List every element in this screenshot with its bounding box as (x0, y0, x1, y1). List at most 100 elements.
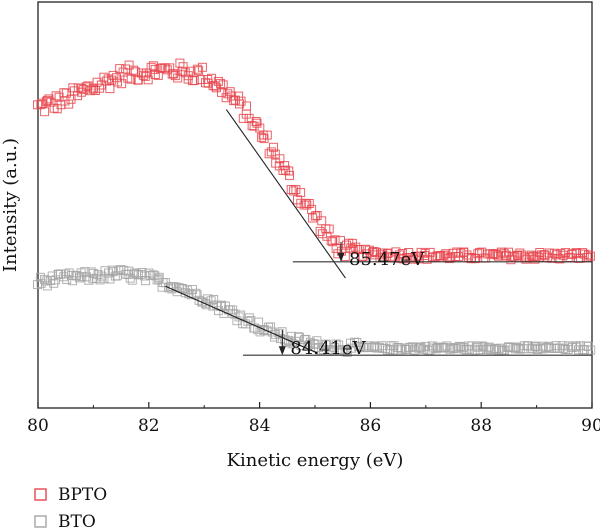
data-point-bpto (124, 60, 134, 70)
data-point-bpto (270, 149, 280, 159)
data-point-bto (266, 322, 275, 332)
data-point-bpto (585, 251, 595, 261)
data-point-bto (244, 313, 254, 323)
data-point-bpto (399, 254, 409, 264)
data-point-bpto (249, 121, 259, 131)
data-point-bto (328, 345, 338, 355)
legend-label-bto: BTO (58, 512, 96, 531)
data-point-bpto (544, 248, 554, 258)
x-tick-label-90: 90 (581, 416, 600, 436)
data-point-bpto (556, 248, 566, 258)
data-point-bpto (192, 64, 202, 74)
data-point-bpto (197, 62, 207, 72)
data-point-bpto (285, 170, 294, 180)
data-point-bpto (262, 130, 272, 140)
data-point-bpto (315, 226, 325, 236)
data-point-bto (191, 288, 201, 298)
data-point-bto (484, 342, 494, 352)
data-point-bto (549, 343, 559, 353)
data-point-bpto (140, 71, 150, 81)
legend: BPTO BTO (34, 485, 107, 531)
data-point-bpto (83, 81, 93, 91)
data-point-bpto (236, 96, 246, 106)
data-point-bto (42, 281, 52, 291)
x-axis-ticks: 80 82 84 86 88 90 (27, 402, 600, 436)
onset-label-bpto: 85.47eV (349, 249, 425, 270)
data-point-bto (107, 265, 117, 275)
onset-arrow-head-bto (278, 346, 286, 356)
series-bpto (33, 58, 595, 265)
data-point-bpto (68, 83, 78, 93)
data-point-bpto (422, 254, 432, 264)
data-point-bpto (255, 123, 265, 133)
onset-arrow-head-bpto (337, 252, 345, 262)
data-point-bto (526, 344, 536, 354)
data-point-bpto (330, 235, 340, 245)
x-tick-label-80: 80 (27, 416, 49, 436)
data-point-bpto (40, 107, 50, 117)
data-point-bpto (291, 185, 301, 195)
x-tick-label-86: 86 (360, 416, 382, 436)
data-point-bpto (252, 118, 262, 128)
x-tick-label-84: 84 (249, 416, 271, 436)
tangent-line-bpto (225, 109, 346, 279)
data-point-bpto (150, 64, 160, 74)
data-point-bpto (229, 96, 239, 106)
tangent-line-bto (165, 285, 318, 354)
data-point-bto (458, 343, 468, 352)
data-point-bpto (64, 99, 74, 109)
data-point-bpto (296, 188, 306, 198)
data-point-bto (319, 345, 328, 355)
data-point-bpto (143, 75, 153, 85)
x-tick-label-88: 88 (470, 416, 492, 436)
data-point-bto (203, 294, 213, 304)
annotation-layer: 85.47eV 84.41eV (165, 109, 592, 359)
data-point-bpto (105, 84, 115, 94)
series-bto (33, 265, 596, 357)
data-point-bpto (584, 250, 593, 260)
data-point-bto (513, 343, 523, 353)
data-point-bpto (46, 97, 56, 107)
data-point-bto (438, 343, 448, 352)
data-point-bpto (459, 247, 469, 257)
data-point-bto (331, 339, 341, 349)
data-point-bpto (95, 83, 105, 93)
onset-label-bto: 84.41eV (290, 338, 366, 359)
data-point-bto (538, 344, 548, 354)
data-point-bpto (348, 244, 358, 254)
data-point-bto (445, 343, 455, 353)
data-point-bpto (118, 67, 128, 77)
data-point-bto (586, 345, 596, 355)
data-point-bto (267, 327, 277, 337)
data-point-bto (337, 345, 347, 354)
data-point-bpto (242, 101, 251, 111)
data-point-bpto (117, 79, 127, 89)
data-point-bto (472, 342, 482, 352)
data-point-bto (254, 317, 264, 327)
data-point-bpto (275, 154, 285, 164)
data-point-bpto (304, 199, 314, 208)
data-point-bto (416, 342, 426, 352)
data-point-bpto (269, 142, 278, 152)
legend-marker-bto (34, 515, 47, 528)
data-point-bto (192, 290, 202, 300)
data-point-bto (56, 269, 65, 279)
x-axis-label: Kinetic energy (eV) (227, 450, 404, 471)
data-point-bto (347, 343, 357, 353)
data-point-bpto (324, 224, 334, 234)
y-axis-label: Intensity (a.u.) (0, 138, 21, 272)
legend-label-bpto: BPTO (58, 485, 107, 505)
data-point-bpto (107, 75, 117, 85)
legend-item-bto: BTO (34, 512, 96, 531)
series-layer (33, 58, 596, 357)
data-point-bpto (244, 113, 254, 123)
data-point-bpto (439, 250, 449, 260)
data-point-bto (209, 295, 219, 304)
data-point-bpto (235, 99, 244, 109)
x-tick-label-82: 82 (138, 416, 160, 436)
data-point-bto (439, 343, 449, 353)
data-point-bto (414, 343, 424, 353)
legend-item-bpto: BPTO (34, 485, 107, 505)
data-point-bpto (257, 132, 267, 142)
